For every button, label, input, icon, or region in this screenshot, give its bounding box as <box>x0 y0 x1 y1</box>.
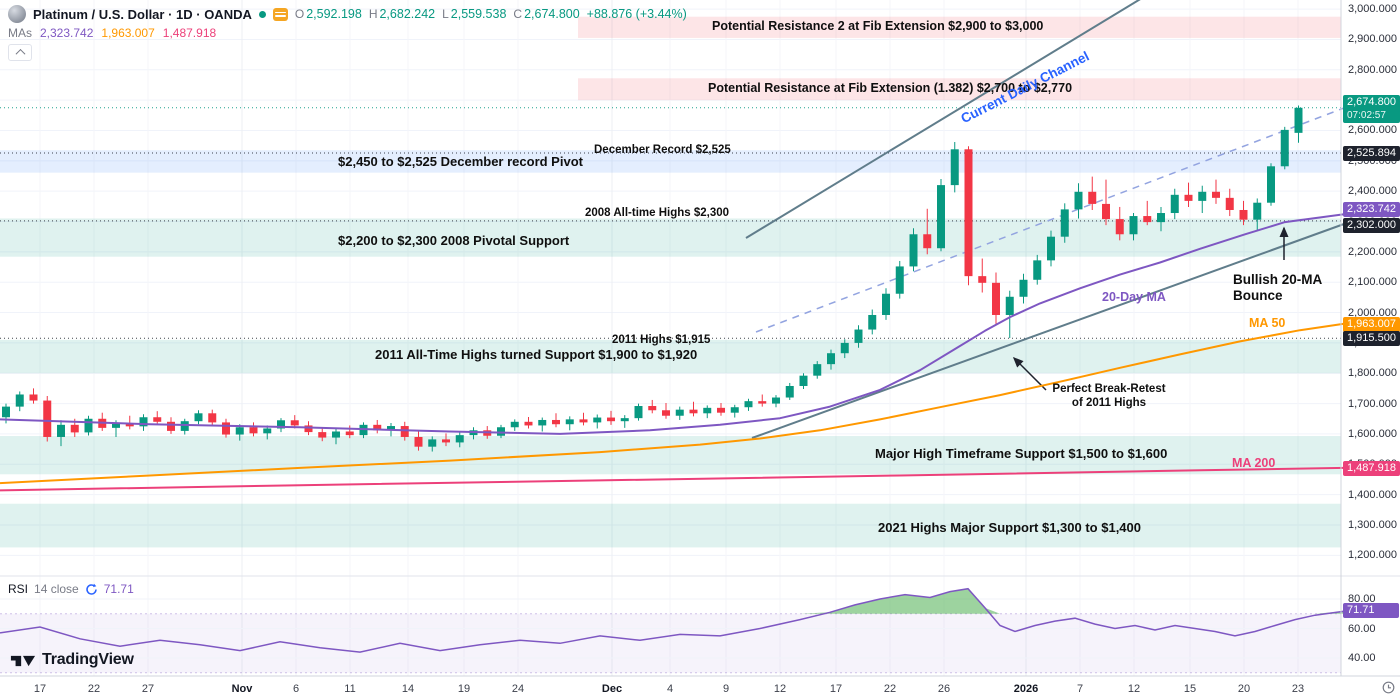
daily-channel-label[interactable]: Current Daily Channel <box>958 48 1092 127</box>
price-axis-label: 2,100.000 <box>1348 276 1397 289</box>
time-axis-label[interactable]: 12 <box>1127 683 1141 695</box>
collapse-indicators-button[interactable] <box>8 44 32 61</box>
ohlc-low: L 2,559.538 <box>442 7 507 21</box>
price-axis-label: 1,800.000 <box>1348 367 1397 380</box>
price-axis-label: 1,200.000 <box>1348 549 1397 562</box>
time-axis-label[interactable]: 22 <box>883 683 897 695</box>
time-axis-label[interactable]: 14 <box>401 683 415 695</box>
highs-2008-label[interactable]: 2008 All-time Highs $2,300 <box>585 207 730 219</box>
price-axis-label: 3,000.000 <box>1348 3 1397 16</box>
rsi-axis-label: 80.00 <box>1348 593 1376 605</box>
rsi-pane-header: RSI 14 close 71.71 <box>8 582 134 596</box>
time-axis-label[interactable]: 26 <box>937 683 951 695</box>
change-value: +88.876 (+3.44%) <box>586 7 687 21</box>
price-axis-label: 2,800.000 <box>1348 63 1397 76</box>
time-axis-label[interactable]: 19 <box>457 683 471 695</box>
pivotal-2008-label[interactable]: $2,200 to $2,300 2008 Pivotal Support <box>338 233 570 248</box>
chevron-up-icon <box>15 48 25 59</box>
time-axis-label[interactable]: Nov <box>231 683 253 695</box>
rsi-params: 14 close <box>34 582 79 596</box>
break-retest-label[interactable]: Perfect Break-Retest of 2011 Highs <box>1052 383 1166 409</box>
price-axis-label: 2,200.000 <box>1348 245 1397 258</box>
symbol-header: Platinum / U.S. Dollar · 1D · OANDA O 2,5… <box>8 5 687 23</box>
support-2011-label[interactable]: 2011 All-Time Highs turned Support $1,90… <box>375 347 698 362</box>
time-axis-label[interactable]: 9 <box>722 683 730 695</box>
htf-support-label[interactable]: Major High Timeframe Support $1,500 to $… <box>875 446 1168 461</box>
price-axis-label: 2,900.000 <box>1348 33 1397 46</box>
time-axis-label[interactable]: 7 <box>1076 683 1084 695</box>
tradingview-mark-icon <box>10 655 36 666</box>
refresh-icon[interactable] <box>85 583 98 596</box>
price-axis-label: 1,300.000 <box>1348 518 1397 531</box>
tradingview-logo[interactable]: TradingView <box>10 651 134 669</box>
price-axis-label: 2,000.000 <box>1348 306 1397 319</box>
time-axis-label[interactable]: 2026 <box>1013 683 1039 695</box>
time-axis-label[interactable]: 22 <box>87 683 101 695</box>
price-axis-label: 1,400.000 <box>1348 488 1397 501</box>
ohlc-close: C 2,674.800 <box>513 7 580 21</box>
rsi-value-badge: 71.71 <box>1343 603 1399 619</box>
time-axis-label[interactable]: 15 <box>1183 683 1197 695</box>
december-record-badge: 2,525.894 <box>1343 145 1400 161</box>
time-axis-label[interactable]: 6 <box>292 683 300 695</box>
time-axis-label[interactable]: 27 <box>141 683 155 695</box>
rsi-title[interactable]: RSI <box>8 582 29 596</box>
price-axis-label: 2,600.000 <box>1348 124 1397 137</box>
last-price-badge: 2,674.800 07:02:57 <box>1343 94 1400 123</box>
time-axis-label[interactable]: 17 <box>33 683 47 695</box>
time-axis-label[interactable]: 17 <box>829 683 843 695</box>
time-axis-label[interactable]: 11 <box>344 683 356 695</box>
ma50-line-label[interactable]: MA 50 <box>1249 316 1286 330</box>
symbol-title[interactable]: Platinum / U.S. Dollar · 1D · OANDA <box>33 6 252 22</box>
ohlc-open: O 2,592.198 <box>294 7 362 21</box>
instrument-notes-icon[interactable] <box>272 7 288 21</box>
december-record-label[interactable]: December Record $2,525 <box>594 144 731 156</box>
ma50-value-badge: 1,963.007 <box>1343 316 1400 332</box>
time-axis-label[interactable]: 4 <box>666 683 674 695</box>
ma20-legend-value: 2,323.742 <box>40 26 94 40</box>
ma200-legend-value: 1,487.918 <box>162 26 217 40</box>
rsi-current-value: 71.71 <box>103 582 134 596</box>
ma20-value-badge: 2,323.742 <box>1343 202 1400 218</box>
ma-legend: MAs 2,323.742 1,963.007 1,487.918 <box>8 26 216 40</box>
bullish-bounce-label[interactable]: Bullish 20-MA Bounce <box>1233 272 1323 303</box>
support-2021-label[interactable]: 2021 Highs Major Support $1,300 to $1,40… <box>878 520 1141 535</box>
mas-label: MAs <box>8 26 32 40</box>
highs-2011-label[interactable]: 2011 Highs $1,915 <box>612 334 711 346</box>
time-axis-label[interactable]: 20 <box>1237 683 1251 695</box>
time-axis-label[interactable]: 23 <box>1291 683 1305 695</box>
ma20-line-label[interactable]: 20-Day MA <box>1102 290 1166 304</box>
price-axis-label: 1,600.000 <box>1348 427 1397 440</box>
resistance-2-label[interactable]: Potential Resistance 2 at Fib Extension … <box>712 19 1044 33</box>
ohlc-high: H 2,682.242 <box>368 7 436 21</box>
rsi-axis-label: 40.00 <box>1348 652 1376 664</box>
platinum-instrument-icon <box>8 5 26 23</box>
ma200-value-badge: 1,487.918 <box>1343 460 1400 476</box>
december-pivot-label[interactable]: $2,450 to $2,525 December record Pivot <box>338 154 583 169</box>
rsi-axis-label: 60.00 <box>1348 622 1376 635</box>
price-axis-label: 1,700.000 <box>1348 397 1397 410</box>
tradingview-logo-text: TradingView <box>42 651 134 668</box>
market-status-dot <box>258 10 266 18</box>
time-axis-label[interactable]: Dec <box>601 683 623 695</box>
timezone-clock-icon[interactable] <box>1382 681 1395 699</box>
highs-2011-badge: 1,915.500 <box>1343 331 1400 347</box>
time-axis-label[interactable]: 12 <box>773 683 787 695</box>
time-axis-label[interactable]: 24 <box>511 683 525 695</box>
highs-2008-badge: 2,302.000 <box>1343 217 1400 233</box>
resistance-1-label[interactable]: Potential Resistance at Fib Extension (1… <box>708 81 1073 95</box>
ma50-legend-value: 1,963.007 <box>101 26 155 40</box>
ma200-line-label[interactable]: MA 200 <box>1232 456 1276 470</box>
price-axis-label: 2,400.000 <box>1348 185 1397 198</box>
